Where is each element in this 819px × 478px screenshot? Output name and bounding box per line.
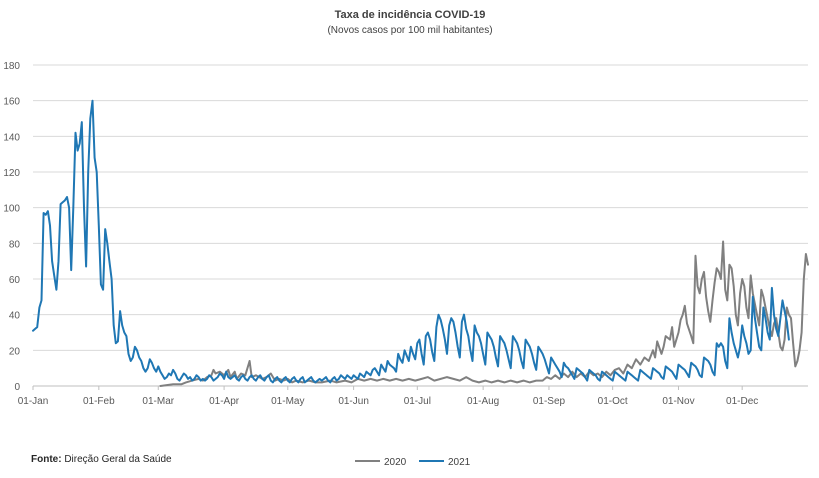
y-tick-label: 0 bbox=[14, 382, 20, 393]
x-tick-label: 01-Jul bbox=[404, 396, 431, 407]
y-tick-label: 120 bbox=[3, 168, 20, 179]
x-tick-label: 01-Oct bbox=[598, 396, 628, 407]
y-tick-label: 140 bbox=[3, 132, 20, 143]
y-tick-label: 40 bbox=[9, 311, 21, 322]
x-tick-label: 01-Mar bbox=[142, 396, 174, 407]
legend: 2020 2021 bbox=[355, 457, 471, 468]
series-line-2020 bbox=[159, 240, 809, 387]
legend-label-2021: 2021 bbox=[448, 457, 471, 468]
x-tick-label: 01-Jan bbox=[18, 396, 49, 407]
source-label: Fonte: bbox=[31, 454, 62, 465]
x-tick-label: 01-Nov bbox=[662, 396, 694, 407]
x-tick-label: 01-Feb bbox=[83, 396, 115, 407]
series-lines bbox=[32, 99, 809, 387]
y-tick-label: 160 bbox=[3, 97, 20, 108]
x-tick-label: 01-Apr bbox=[209, 396, 240, 407]
y-tick-label: 20 bbox=[9, 346, 21, 357]
series-line-2021 bbox=[32, 99, 790, 384]
x-tick-label: 01-Dec bbox=[726, 396, 758, 407]
y-tick-label: 180 bbox=[3, 61, 20, 72]
chart-subtitle: (Novos casos por 100 mil habitantes) bbox=[327, 25, 492, 36]
y-tick-label: 100 bbox=[3, 204, 20, 215]
y-tick-label: 60 bbox=[9, 275, 21, 286]
y-tick-label: 80 bbox=[9, 239, 21, 250]
source-text: Direção Geral da Saúde bbox=[64, 454, 172, 465]
chart-title: Taxa de incidência COVID-19 bbox=[335, 9, 486, 21]
x-tick-label: 01-May bbox=[271, 396, 304, 407]
y-axis-ticks: 0 20 40 60 80 100 120 140 160 180 bbox=[3, 61, 20, 393]
x-tick-label: 01-Sep bbox=[533, 396, 566, 407]
gridlines bbox=[33, 64, 808, 387]
x-tick-label: 01-Jun bbox=[338, 396, 369, 407]
legend-label-2020: 2020 bbox=[384, 457, 407, 468]
source-note: Fonte: Direção Geral da Saúde bbox=[31, 454, 172, 465]
x-axis-ticks: 01-Jan 01-Feb 01-Mar 01-Apr 01-May 01-Jun 01-J… bbox=[18, 386, 758, 407]
x-tick-label: 01-Aug bbox=[467, 396, 499, 407]
